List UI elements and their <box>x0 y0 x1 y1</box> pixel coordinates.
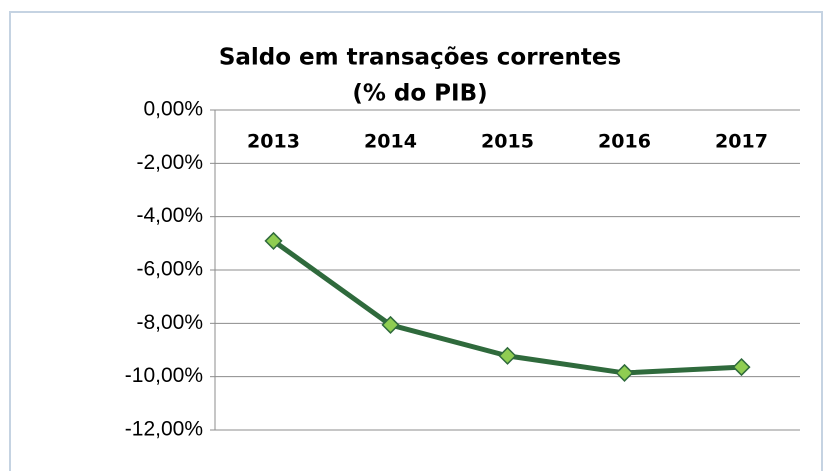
data-point <box>615 363 634 382</box>
data-point <box>381 315 400 334</box>
chart-frame <box>9 11 823 471</box>
chart-title: (% do PIB) <box>352 81 487 107</box>
x-tick-label: 2013 <box>247 131 300 153</box>
y-tick-label: -10,00% <box>125 364 203 387</box>
y-tick-label: -6,00% <box>136 258 203 281</box>
chart-title: Saldo em transações correntes <box>219 45 621 71</box>
y-tick-label: -12,00% <box>125 418 203 441</box>
y-tick-label: 0,00% <box>143 98 203 121</box>
y-tick-label: -4,00% <box>136 204 203 227</box>
data-point <box>732 358 751 377</box>
x-tick-label: 2017 <box>715 131 768 153</box>
y-tick-label: -8,00% <box>136 311 203 334</box>
x-tick-label: 2016 <box>598 131 651 153</box>
data-point <box>264 231 283 250</box>
x-tick-label: 2014 <box>364 131 417 153</box>
data-point <box>498 346 517 365</box>
x-tick-label: 2015 <box>481 131 534 153</box>
y-tick-label: -2,00% <box>136 151 203 174</box>
